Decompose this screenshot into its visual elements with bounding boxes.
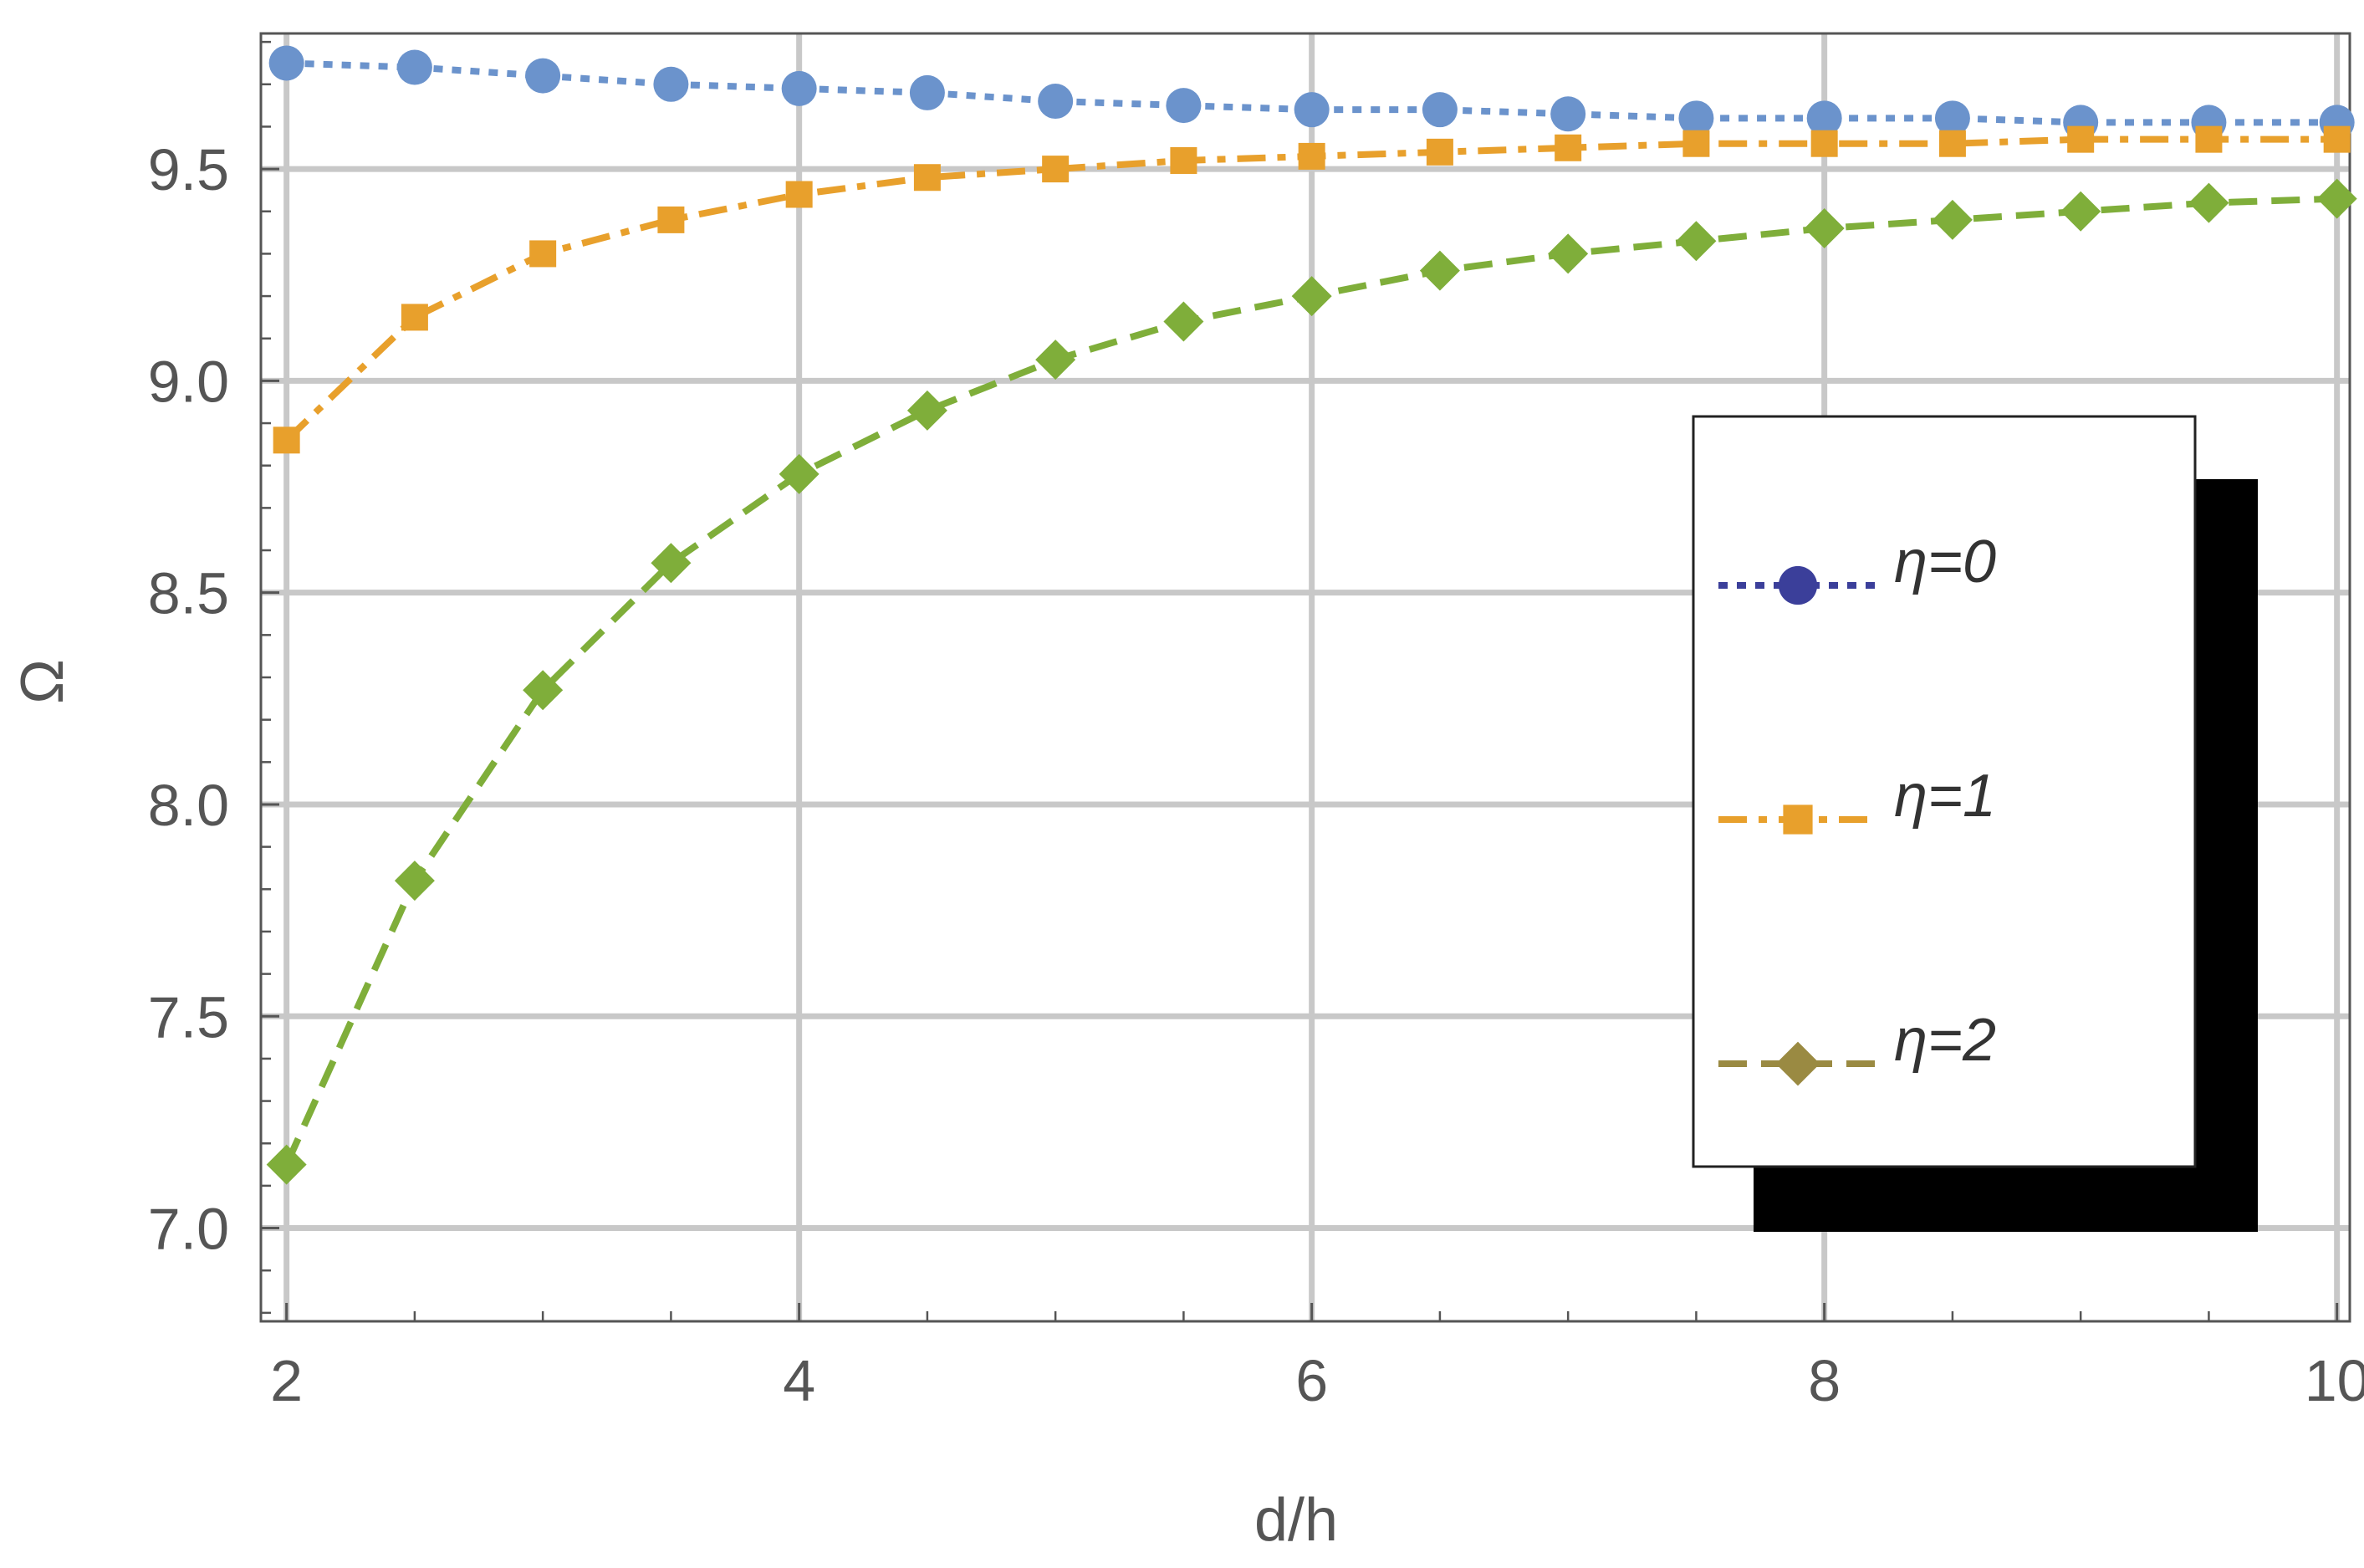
data-point bbox=[273, 426, 300, 454]
y-axis-label: Ω bbox=[9, 659, 76, 704]
y-tick-label: 9.5 bbox=[148, 137, 229, 202]
legend-entry-0: η=0 bbox=[1718, 529, 1996, 605]
legend-entry-1: η=1 bbox=[1718, 763, 1996, 835]
data-point bbox=[1938, 130, 1966, 157]
legend-label: η=0 bbox=[1894, 529, 1996, 595]
legend-marker bbox=[1778, 565, 1818, 605]
tick-labels: 2 4 6 8 10 7.0 7.5 8.0 8.5 9.0 9.5 bbox=[148, 137, 2364, 1413]
data-point bbox=[1804, 208, 1845, 249]
data-point bbox=[1170, 146, 1197, 174]
legend-box bbox=[1692, 415, 2197, 1168]
series-1 bbox=[273, 125, 2351, 454]
data-point bbox=[529, 240, 557, 268]
legend-items: η=0 η=1 η=2 bbox=[1718, 529, 1996, 1086]
data-point bbox=[1298, 142, 1325, 170]
data-point bbox=[1934, 100, 1970, 136]
data-point bbox=[1166, 88, 1202, 124]
x-tick-label: 10 bbox=[2305, 1348, 2364, 1413]
data-point bbox=[2060, 191, 2101, 232]
y-tick-label: 8.5 bbox=[148, 561, 229, 626]
data-point bbox=[2323, 125, 2351, 153]
data-point bbox=[2316, 178, 2357, 219]
data-point bbox=[1550, 96, 1586, 132]
x-tick-label: 2 bbox=[270, 1348, 303, 1413]
data-point bbox=[913, 164, 941, 192]
data-point bbox=[1422, 92, 1458, 128]
data-point bbox=[909, 74, 945, 110]
data-point bbox=[1163, 301, 1204, 342]
data-point bbox=[525, 58, 561, 94]
data-point bbox=[781, 70, 817, 106]
x-axis-label: d/h bbox=[1254, 1487, 1338, 1554]
tick-marks bbox=[261, 40, 2339, 1321]
data-point bbox=[1426, 138, 1453, 166]
y-tick-label: 7.0 bbox=[148, 1197, 229, 1262]
data-point bbox=[2195, 125, 2223, 153]
legend-marker bbox=[1783, 804, 1813, 835]
legend: η=0 η=1 η=2 bbox=[1692, 415, 2258, 1232]
data-point bbox=[396, 49, 432, 85]
legend-marker bbox=[1775, 1041, 1820, 1086]
data-point bbox=[2188, 182, 2229, 223]
data-point bbox=[1682, 130, 1710, 157]
data-point bbox=[523, 670, 564, 711]
data-point bbox=[394, 861, 435, 901]
data-point bbox=[1035, 340, 1076, 381]
data-point bbox=[653, 66, 689, 102]
data-point bbox=[1806, 100, 1842, 136]
data-point bbox=[1291, 276, 1332, 317]
data-point bbox=[1678, 100, 1714, 136]
series-0 bbox=[268, 45, 2355, 140]
data-point bbox=[268, 45, 304, 81]
legend-entry-2: η=2 bbox=[1718, 1007, 1996, 1086]
series-2 bbox=[266, 178, 2357, 1185]
data-point bbox=[266, 1144, 307, 1185]
data-point bbox=[785, 181, 813, 208]
data-point bbox=[779, 453, 819, 494]
y-tick-label: 9.0 bbox=[148, 349, 229, 414]
y-tick-label: 8.0 bbox=[148, 773, 229, 838]
data-point bbox=[1676, 221, 1717, 262]
data-point bbox=[2067, 125, 2095, 153]
data-point bbox=[651, 543, 692, 584]
data-point bbox=[1042, 156, 1070, 183]
data-point bbox=[906, 390, 947, 431]
data-point bbox=[1038, 84, 1074, 120]
data-point bbox=[1932, 199, 1973, 240]
x-tick-label: 4 bbox=[783, 1348, 815, 1413]
data-point bbox=[1555, 134, 1582, 161]
data-point bbox=[1294, 92, 1330, 128]
y-tick-label: 7.5 bbox=[148, 984, 229, 1050]
series-group bbox=[266, 45, 2357, 1185]
x-tick-label: 6 bbox=[1295, 1348, 1328, 1413]
legend-label: η=2 bbox=[1894, 1007, 1996, 1074]
data-point bbox=[657, 206, 685, 233]
data-point bbox=[401, 304, 428, 331]
data-point bbox=[1810, 130, 1838, 157]
x-tick-label: 8 bbox=[1808, 1348, 1841, 1413]
data-point bbox=[1419, 250, 1460, 291]
data-point bbox=[1548, 233, 1589, 274]
legend-label: η=1 bbox=[1894, 763, 1996, 830]
